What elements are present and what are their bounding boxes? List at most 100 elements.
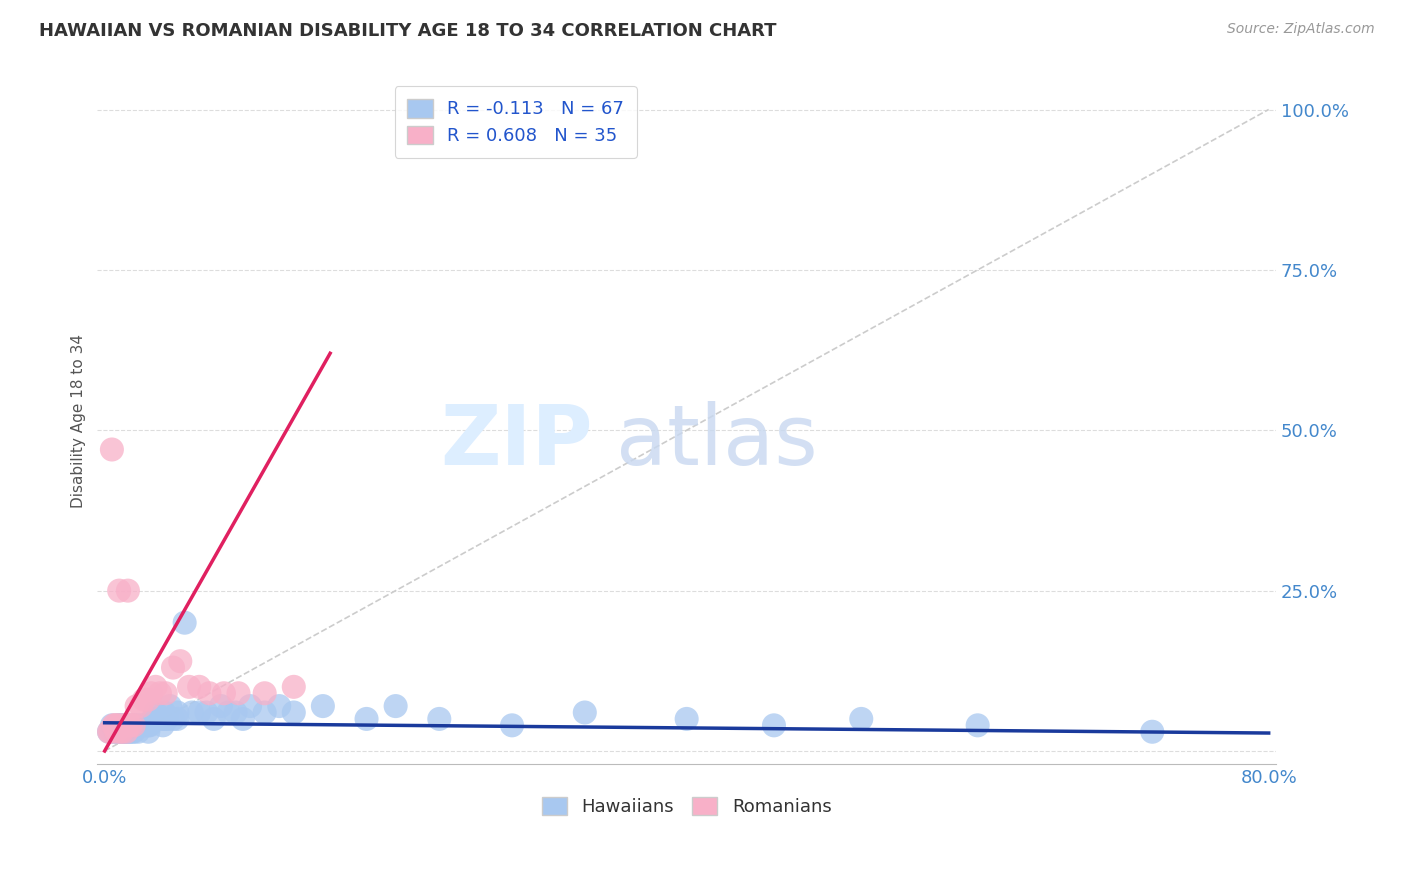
Point bbox=[188, 706, 211, 720]
Point bbox=[159, 699, 181, 714]
Point bbox=[101, 442, 124, 457]
Point bbox=[111, 724, 134, 739]
Point bbox=[966, 718, 988, 732]
Point bbox=[112, 724, 135, 739]
Point bbox=[104, 718, 127, 732]
Point bbox=[118, 718, 141, 732]
Point bbox=[212, 686, 235, 700]
Point bbox=[121, 724, 143, 739]
Point bbox=[166, 712, 188, 726]
Point bbox=[132, 692, 155, 706]
Point bbox=[155, 712, 177, 726]
Point bbox=[114, 718, 136, 732]
Point bbox=[153, 706, 176, 720]
Point bbox=[101, 724, 124, 739]
Point bbox=[125, 699, 148, 714]
Y-axis label: Disability Age 18 to 34: Disability Age 18 to 34 bbox=[72, 334, 86, 508]
Point bbox=[100, 724, 122, 739]
Point bbox=[384, 699, 406, 714]
Point bbox=[98, 724, 121, 739]
Point bbox=[125, 718, 148, 732]
Point bbox=[162, 660, 184, 674]
Point bbox=[145, 706, 167, 720]
Point bbox=[105, 724, 128, 739]
Point bbox=[851, 712, 873, 726]
Point bbox=[129, 718, 152, 732]
Point bbox=[105, 724, 128, 739]
Point bbox=[122, 718, 145, 732]
Point bbox=[173, 615, 195, 630]
Point bbox=[217, 706, 239, 720]
Point bbox=[108, 724, 131, 739]
Point bbox=[152, 718, 174, 732]
Point bbox=[1142, 724, 1164, 739]
Point bbox=[239, 699, 262, 714]
Point bbox=[675, 712, 697, 726]
Point bbox=[145, 680, 167, 694]
Point bbox=[152, 712, 174, 726]
Point bbox=[127, 724, 149, 739]
Point bbox=[141, 686, 163, 700]
Point bbox=[198, 686, 221, 700]
Point bbox=[312, 699, 335, 714]
Point bbox=[136, 718, 159, 732]
Point bbox=[195, 706, 218, 720]
Point bbox=[111, 724, 134, 739]
Point bbox=[114, 724, 136, 739]
Point bbox=[112, 718, 135, 732]
Point bbox=[253, 706, 276, 720]
Point bbox=[232, 712, 254, 726]
Point bbox=[115, 718, 138, 732]
Point bbox=[762, 718, 785, 732]
Point bbox=[107, 718, 129, 732]
Point bbox=[108, 718, 131, 732]
Point bbox=[112, 718, 135, 732]
Point bbox=[574, 706, 596, 720]
Point bbox=[110, 724, 132, 739]
Point bbox=[283, 706, 305, 720]
Point bbox=[103, 718, 125, 732]
Point bbox=[169, 654, 191, 668]
Point bbox=[356, 712, 378, 726]
Point bbox=[177, 680, 200, 694]
Point bbox=[104, 724, 127, 739]
Point bbox=[122, 724, 145, 739]
Point bbox=[98, 724, 121, 739]
Point bbox=[101, 718, 124, 732]
Point bbox=[117, 724, 139, 739]
Legend: Hawaiians, Romanians: Hawaiians, Romanians bbox=[534, 789, 839, 823]
Point bbox=[115, 724, 138, 739]
Point bbox=[149, 686, 172, 700]
Point bbox=[501, 718, 523, 732]
Point bbox=[131, 718, 153, 732]
Point bbox=[129, 699, 152, 714]
Point bbox=[108, 583, 131, 598]
Text: HAWAIIAN VS ROMANIAN DISABILITY AGE 18 TO 34 CORRELATION CHART: HAWAIIAN VS ROMANIAN DISABILITY AGE 18 T… bbox=[39, 22, 778, 40]
Point bbox=[283, 680, 305, 694]
Text: atlas: atlas bbox=[616, 401, 818, 482]
Point bbox=[134, 718, 156, 732]
Point bbox=[155, 686, 177, 700]
Text: Source: ZipAtlas.com: Source: ZipAtlas.com bbox=[1227, 22, 1375, 37]
Point bbox=[162, 712, 184, 726]
Point bbox=[115, 724, 138, 739]
Point bbox=[111, 718, 134, 732]
Point bbox=[188, 680, 211, 694]
Point bbox=[136, 692, 159, 706]
Point bbox=[209, 699, 232, 714]
Point bbox=[253, 686, 276, 700]
Point bbox=[120, 718, 142, 732]
Point bbox=[122, 718, 145, 732]
Point bbox=[136, 724, 159, 739]
Point bbox=[108, 724, 131, 739]
Point bbox=[202, 712, 225, 726]
Point bbox=[225, 706, 247, 720]
Point bbox=[124, 718, 146, 732]
Point bbox=[148, 712, 170, 726]
Point bbox=[142, 712, 165, 726]
Point bbox=[166, 706, 188, 720]
Point bbox=[120, 718, 142, 732]
Point bbox=[108, 718, 131, 732]
Point bbox=[156, 712, 179, 726]
Point bbox=[117, 583, 139, 598]
